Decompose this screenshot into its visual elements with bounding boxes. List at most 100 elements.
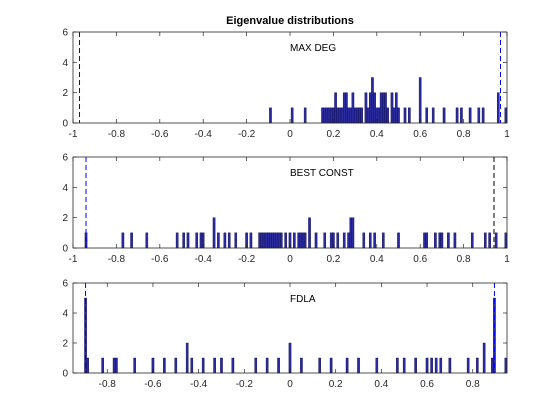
histogram-bar (86, 357, 89, 374)
histogram-bar (371, 77, 374, 124)
histogram-bar (373, 232, 376, 249)
x-tick-label: -0.8 (108, 254, 126, 265)
x-tick-label: -0.4 (195, 254, 213, 265)
histogram-bar (334, 92, 337, 124)
histogram-bar (185, 342, 189, 374)
histogram-bar (362, 232, 366, 249)
histogram-bar (390, 92, 394, 124)
histogram-bar (293, 232, 296, 249)
y-tick-label: 6 (62, 153, 68, 164)
figure-title: Eigenvalue distributions (226, 15, 354, 27)
histogram-bar (264, 232, 268, 249)
histogram-bar (329, 357, 333, 374)
x-tick-label: -0.6 (151, 254, 169, 265)
histogram-bar (382, 232, 385, 249)
x-tick-label: 0.2 (326, 254, 340, 265)
x-tick-label: 0.4 (370, 129, 384, 140)
panel-max-deg: MAX DEG -1 -0.8 -0.6 -0.4 -0.2 0 0.2 0.4 0.6 0.8 1… (62, 28, 510, 141)
x-tick-label: -0.6 (144, 379, 162, 390)
histogram-bar (275, 232, 279, 249)
x-tick-label: -0.6 (151, 129, 169, 140)
histogram-bar (434, 232, 437, 249)
histogram-bar (267, 232, 270, 249)
x-tick-label: -1 (69, 254, 78, 265)
histogram-bar (227, 232, 231, 249)
histogram-bar (397, 107, 400, 124)
y-tick-label: 2 (62, 213, 68, 224)
x-tick-label: 0.6 (413, 254, 427, 265)
histogram-bar (353, 107, 357, 124)
y-tick-label: 0 (62, 244, 68, 255)
histogram-bar (425, 232, 429, 249)
histogram-bar (336, 107, 340, 124)
histogram-bar (360, 107, 363, 124)
histogram-bar (484, 232, 487, 249)
histogram-bar (347, 107, 350, 124)
histogram-bar (112, 357, 116, 374)
histogram-bar (327, 107, 331, 124)
histogram-bar (220, 357, 223, 374)
histogram-bar (477, 107, 481, 124)
histogram-bar (284, 232, 287, 249)
histogram-bar (258, 232, 261, 249)
histogram-bar (308, 217, 311, 249)
histogram-bar (447, 232, 450, 249)
histogram-bar (254, 357, 258, 374)
x-tick-label: 0.6 (413, 129, 427, 140)
x-tick-label: 0.4 (370, 254, 384, 265)
y-tick-label: 0 (62, 119, 68, 130)
histogram-bar (277, 357, 280, 374)
panel-label-max-deg: MAX DEG (290, 43, 336, 54)
histogram-bar (271, 232, 274, 249)
histogram-bar (174, 357, 178, 374)
histogram-bar (431, 107, 435, 124)
histogram-bar (375, 357, 379, 374)
x-tick-label: -0.2 (238, 129, 256, 140)
histogram-bar (323, 232, 327, 249)
histogram-bar (269, 107, 272, 124)
x-tick-label: 0 (287, 254, 293, 265)
panel-fdla: FDLA -0.8 -0.6 -0.4 -0.2 0 0.2 0.4 0.6 0.8 0 2 4 6 (62, 279, 508, 390)
x-tick-label: 1 (504, 254, 510, 265)
y-tick-label: 6 (62, 28, 68, 39)
histogram-bar (364, 92, 368, 124)
histogram-bar (299, 232, 303, 249)
histogram-bar (402, 357, 406, 374)
x-tick-label: 0.8 (457, 129, 471, 140)
histogram-bar (231, 357, 235, 374)
histogram-bar (455, 107, 459, 124)
histogram-bar (466, 357, 470, 374)
histogram-bar (288, 342, 292, 374)
histogram-bar (403, 107, 407, 124)
histogram-bar (430, 357, 433, 374)
histogram-bar (301, 232, 305, 249)
histogram-bar (392, 107, 396, 124)
histogram-bar (325, 107, 329, 124)
histogram-bar (212, 217, 216, 249)
histogram-bar (130, 232, 133, 249)
histogram-bar (338, 107, 342, 124)
x-tick-label: 0.4 (374, 379, 388, 390)
y-tick-label: 2 (62, 88, 68, 99)
histogram-bar (223, 232, 227, 249)
histogram-bar (488, 232, 491, 249)
histogram-bar (262, 232, 266, 249)
histogram-bar (438, 232, 442, 249)
histogram-bar (377, 107, 381, 124)
histogram-bar (234, 232, 238, 249)
histogram-bar (277, 232, 281, 249)
x-tick-label: -0.4 (195, 129, 213, 140)
histogram-bar (336, 232, 340, 249)
y-tick-label: 4 (62, 309, 68, 320)
histogram-bar (201, 357, 205, 374)
histogram-bar (342, 92, 346, 124)
histogram-bar (470, 232, 474, 249)
histogram-bar (249, 232, 253, 249)
y-tick-label: 0 (62, 369, 68, 380)
x-tick-label: 0.8 (466, 379, 480, 390)
histogram-bar (355, 107, 359, 124)
x-tick-label: 0.2 (326, 129, 340, 140)
histogram-bar (460, 107, 463, 124)
histogram-bar (414, 357, 417, 374)
